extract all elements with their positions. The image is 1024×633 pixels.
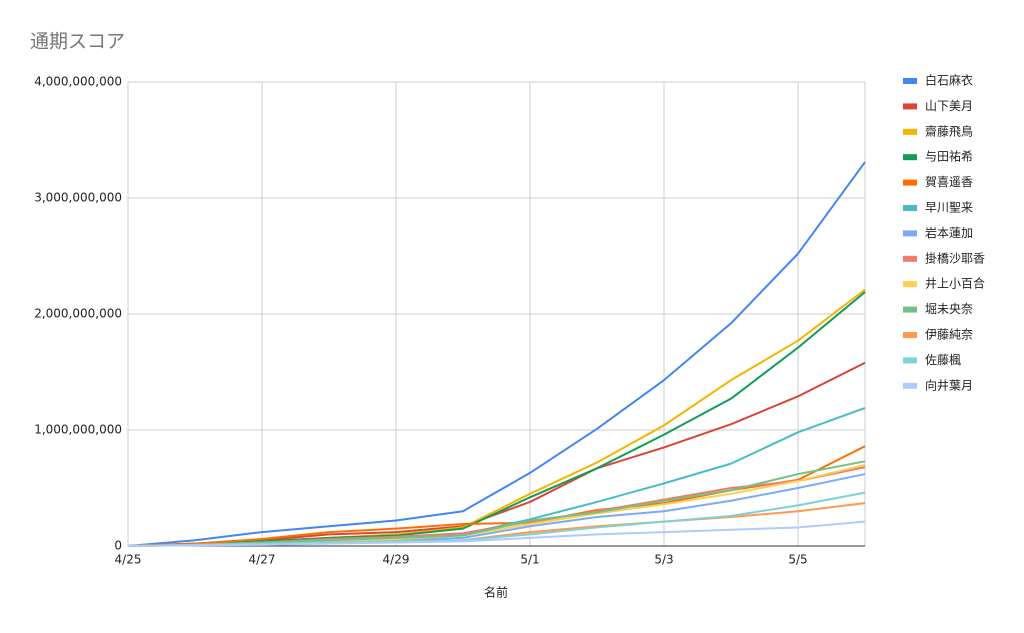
x-tick-label: 5/5: [788, 553, 807, 567]
series-line: [127, 520, 866, 547]
legend-swatch: [903, 103, 917, 110]
legend-label: 賀喜遥香: [925, 175, 973, 189]
legend-swatch: [903, 255, 917, 262]
legend-label: 与田祐希: [925, 149, 973, 164]
legend-label: 佐藤楓: [925, 352, 961, 367]
legend-swatch: [903, 128, 917, 135]
x-tick-label: 5/1: [520, 553, 539, 567]
legend-swatch: [903, 357, 917, 364]
series-line: [127, 291, 866, 547]
series-line: [127, 491, 866, 547]
legend-swatch: [903, 78, 917, 84]
x-tick-label: 5/3: [654, 553, 673, 567]
legend-swatch: [903, 281, 917, 288]
legend-swatch: [903, 205, 917, 211]
legend-swatch: [903, 382, 917, 389]
legend-swatch: [903, 179, 917, 186]
legend-label: 岩本蓮加: [925, 225, 973, 240]
y-tick-label: 0: [114, 539, 122, 553]
chart-title: 通期スコア: [30, 31, 125, 53]
x-axis-label: 名前: [484, 585, 508, 600]
y-tick-label: 1,000,000,000: [34, 423, 122, 437]
legend-label: 堀未央奈: [925, 301, 973, 316]
series-line: [127, 161, 866, 547]
legend-swatch: [903, 230, 917, 237]
legend-label: 伊藤純奈: [925, 328, 973, 342]
x-tick-label: 4/27: [249, 553, 276, 567]
legend-label: 向井葉月: [925, 377, 973, 392]
x-tick-label: 4/29: [383, 553, 410, 567]
y-tick-label: 3,000,000,000: [34, 191, 122, 205]
legend-swatch: [903, 306, 917, 313]
legend-label: 山下美月: [925, 99, 973, 113]
legend-label: 白石麻衣: [925, 73, 973, 88]
y-tick-label: 4,000,000,000: [34, 75, 122, 89]
y-tick-label: 2,000,000,000: [34, 307, 122, 321]
x-tick-label: 4/25: [115, 553, 142, 567]
legend-swatch: [903, 154, 917, 161]
legend-label: 齋藤飛鳥: [925, 123, 973, 138]
legend-label: 掛橋沙耶香: [925, 250, 985, 265]
legend-label: 井上小百合: [925, 276, 985, 291]
legend-label: 早川聖来: [925, 201, 973, 215]
legend-swatch: [903, 332, 917, 338]
